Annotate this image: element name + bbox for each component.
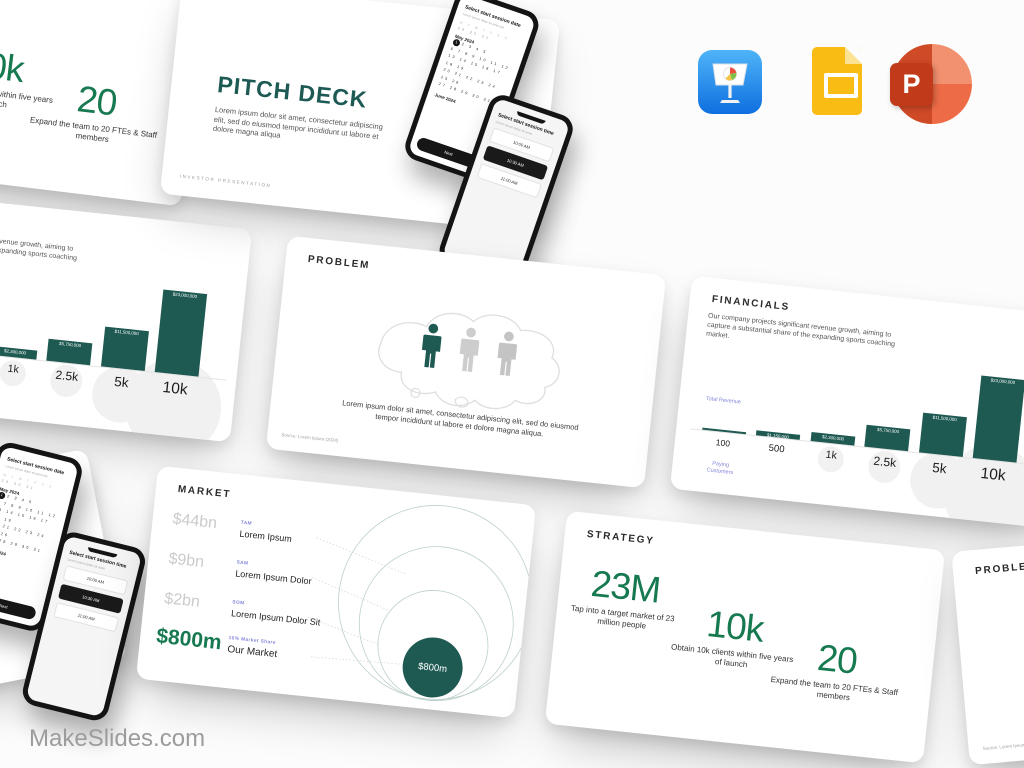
slide-glyph — [824, 73, 858, 98]
cover-footer: INVESTOR PRESENTATION — [179, 173, 272, 189]
next-button: Next — [0, 591, 37, 621]
bar-500: $1,150,000 — [755, 430, 801, 440]
x-tick: 2.5k — [872, 453, 897, 471]
x-tick: 500 — [768, 442, 786, 456]
bar-value-label: $2,300,000 — [3, 348, 27, 356]
export-format-icons: P — [698, 42, 988, 132]
powerpoint-letter: P — [890, 63, 933, 106]
slide-body-text: Our company projects significant revenue… — [0, 227, 78, 263]
x-tick: 2.5k — [54, 367, 79, 385]
slide-card-financials: FINANCIALS Our company projects signific… — [669, 275, 1024, 529]
person-icon — [497, 331, 518, 376]
calendar-selected-day: 1 — [0, 491, 6, 500]
person-icons — [414, 322, 524, 379]
bar-value-label: $11,500,000 — [114, 328, 139, 337]
x-tick: 10k — [161, 379, 189, 399]
bar-5k: $11,500,000 — [101, 326, 149, 371]
source-note: Source: Lorem Ipsum (2024) — [281, 432, 339, 444]
google-slides-icon[interactable] — [812, 47, 862, 115]
slide-card-problem-partial: PROBLEM Source: Lorem Ipsum (2024) — [951, 518, 1024, 766]
slide-card-financials-partial: FINANCIALS Our company projects signific… — [0, 189, 253, 443]
x-tick: 100 — [715, 437, 731, 449]
strategy-stat: 20 Expand the team to 20 FTEs & Staff me… — [769, 633, 903, 708]
bar-1k: $2,300,000 — [0, 346, 38, 360]
x-tick: 5k — [931, 459, 948, 477]
strategy-stat: 20 Expand the team to 20 FTEs & Staff me… — [28, 74, 163, 151]
market-value-sam: $9bn — [167, 550, 205, 571]
market-value-som: $2bn — [163, 590, 201, 611]
x-tick: 10k — [979, 465, 1007, 485]
bar-2.5k: $5,750,000 — [46, 338, 93, 366]
cover-body-text: Lorem ipsum dolor sit amet, consectetur … — [212, 104, 384, 141]
bar-5k: $11,500,000 — [919, 412, 967, 457]
bar-value-label: $23,000,000 — [990, 377, 1016, 386]
bar-value-label: $1,150,000 — [766, 432, 790, 440]
bar-value-label: $2,300,000 — [821, 434, 845, 442]
bar-value-label: $11,500,000 — [932, 414, 957, 423]
x-tick: 1k — [825, 448, 838, 462]
person-icon — [421, 323, 442, 368]
slide-title: STRATEGY — [586, 528, 656, 547]
bar-value-label: $5,750,000 — [58, 340, 82, 349]
bar-10k: $23,000,000 — [972, 375, 1024, 463]
source-note: Source: Lorem Ipsum (2024) — [982, 741, 1024, 751]
brand-logo-text[interactable]: MakeSlides.com — [29, 725, 206, 752]
market-label-tam: TAM — [240, 520, 253, 527]
slide-card-problem: PROBLEM Lorem ipsum dolor sit amet, cons… — [265, 235, 667, 489]
keynote-icon[interactable] — [698, 50, 762, 119]
connector-lines — [308, 537, 407, 665]
slide-body-text: Our company projects significant revenue… — [705, 312, 896, 349]
slide-card-market: MARKET $44bn TAM Lorem Ipsum $9bn SAM Lo… — [135, 465, 537, 719]
powerpoint-icon[interactable]: P — [890, 44, 972, 124]
x-tick: 1k — [7, 362, 20, 376]
slide-title: FINANCIALS — [711, 293, 791, 314]
slide-title: PROBLEM — [307, 253, 371, 272]
slide-card-strategy: STRATEGY 23M Tap into a target market of… — [544, 510, 946, 764]
bar-2.5k: $5,750,000 — [864, 424, 911, 452]
y-axis-label: Total Revenue — [705, 395, 742, 406]
bar-value-label: $23,000,000 — [172, 291, 198, 300]
slide-card-cover: PITCH DECK Lorem ipsum dolor sit amet, c… — [159, 0, 577, 289]
slide-card-cover-partial: PITCH DECK Lorem ipsum dolor sit amet, c… — [0, 439, 149, 732]
x-tick: 5k — [113, 373, 130, 391]
page-cut — [845, 47, 862, 64]
bar-value-label: $5,750,000 — [876, 426, 900, 435]
slide-title: PROBLEM — [974, 560, 1024, 577]
person-icon — [459, 327, 480, 372]
x-axis-label: Paying Customers — [706, 460, 734, 477]
map-outline — [378, 312, 560, 410]
bar-10k: $23,000,000 — [154, 289, 208, 377]
